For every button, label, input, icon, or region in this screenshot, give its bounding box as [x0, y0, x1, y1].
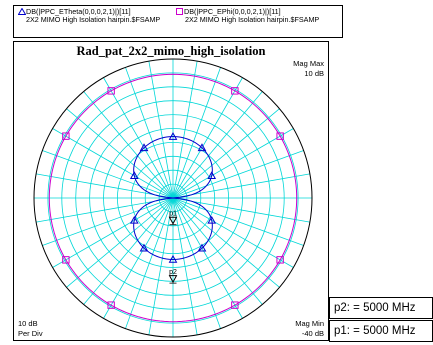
series-1-square-marker	[231, 301, 239, 309]
legend-entry-etheta-label: DB(|PPC_ETheta(0,0,0,2,1)|)[11]	[17, 7, 131, 16]
series-line-1	[48, 73, 298, 323]
series-1-square-marker	[107, 301, 115, 309]
legend-etheta-text: DB(|PPC_ETheta(0,0,0,2,1)|)[11]	[26, 7, 131, 16]
marker-readout-p1: p1: = 5000 MHz	[329, 320, 433, 342]
mag-max-label-text: Mag Max	[293, 59, 324, 68]
series-1-square-marker	[62, 256, 70, 264]
legend: DB(|PPC_ETheta(0,0,0,2,1)|)[11] 2X2 MIMO…	[13, 5, 343, 38]
grid-ring	[130, 155, 216, 241]
legend-entry-ephi-dataset: 2X2 MIMO High Isolation hairpin.$FSAMP	[185, 15, 320, 24]
series-0-triangle-marker	[168, 132, 178, 140]
polar-outer-ring	[33, 58, 313, 338]
series-0-triangle-marker	[197, 243, 207, 252]
series-0-triangle-marker	[129, 215, 139, 224]
grid-ring	[61, 86, 285, 310]
series-0-triangle-marker	[197, 143, 207, 152]
series-1-square-marker	[276, 256, 284, 264]
series-1-square-marker	[276, 132, 284, 140]
mag-max-value: 10 dB	[304, 69, 324, 78]
grid-ring	[144, 169, 202, 227]
grid-ring	[103, 128, 243, 268]
marker-p1-symbol	[168, 216, 178, 225]
legend-ephi-text: DB(|PPC_EPhi(0,0,0,2,1)|)[11]	[184, 7, 281, 16]
grid-ring	[158, 183, 188, 213]
mag-min-value: -40 dB	[301, 329, 324, 338]
triangle-marker-icon	[17, 7, 27, 15]
series-1-square-marker	[107, 87, 115, 95]
series-1-square-marker	[231, 87, 239, 95]
legend-entry-etheta-dataset: 2X2 MIMO High Isolation hairpin.$FSAMP	[26, 15, 161, 24]
series-0-triangle-marker	[139, 243, 149, 252]
polar-chart-svg: p1 p2	[33, 58, 313, 338]
chart-title: Rad_pat_2x2_mimo_high_isolation	[76, 44, 266, 58]
series-0-triangle-marker	[139, 143, 149, 152]
marker-p1-label: p1	[169, 211, 177, 218]
per-div-text: Per Div	[18, 329, 43, 338]
marker-p2-symbol	[168, 275, 178, 284]
mag-min-label-text: Mag Min	[295, 319, 324, 328]
series-0-triangle-marker	[168, 254, 178, 263]
series-1-square-marker	[62, 132, 70, 140]
mag-max-label: Mag Max 10 dB	[293, 59, 324, 79]
square-marker-icon	[176, 8, 183, 15]
marker-readout-p2: p2: = 5000 MHz	[329, 297, 433, 319]
legend-entry-ephi-label: DB(|PPC_EPhi(0,0,0,2,1)|)[11]	[176, 8, 281, 16]
per-div-value: 10 dB	[18, 319, 38, 328]
polar-plot: p1 p2 Rad_pat_2x2_mimo_high_isolation Mag…	[13, 41, 329, 341]
marker-p2-label: p2	[169, 269, 177, 276]
grid-ring	[75, 100, 271, 296]
series-0-triangle-marker	[207, 215, 217, 224]
series-0-triangle-marker	[207, 171, 217, 179]
per-div-label: 10 dB Per Div	[18, 319, 43, 339]
mag-min-label: Mag Min -40 dB	[295, 319, 324, 339]
series-0-triangle-marker	[129, 171, 139, 179]
grid-ring	[117, 142, 229, 254]
grid-ring	[47, 72, 299, 324]
